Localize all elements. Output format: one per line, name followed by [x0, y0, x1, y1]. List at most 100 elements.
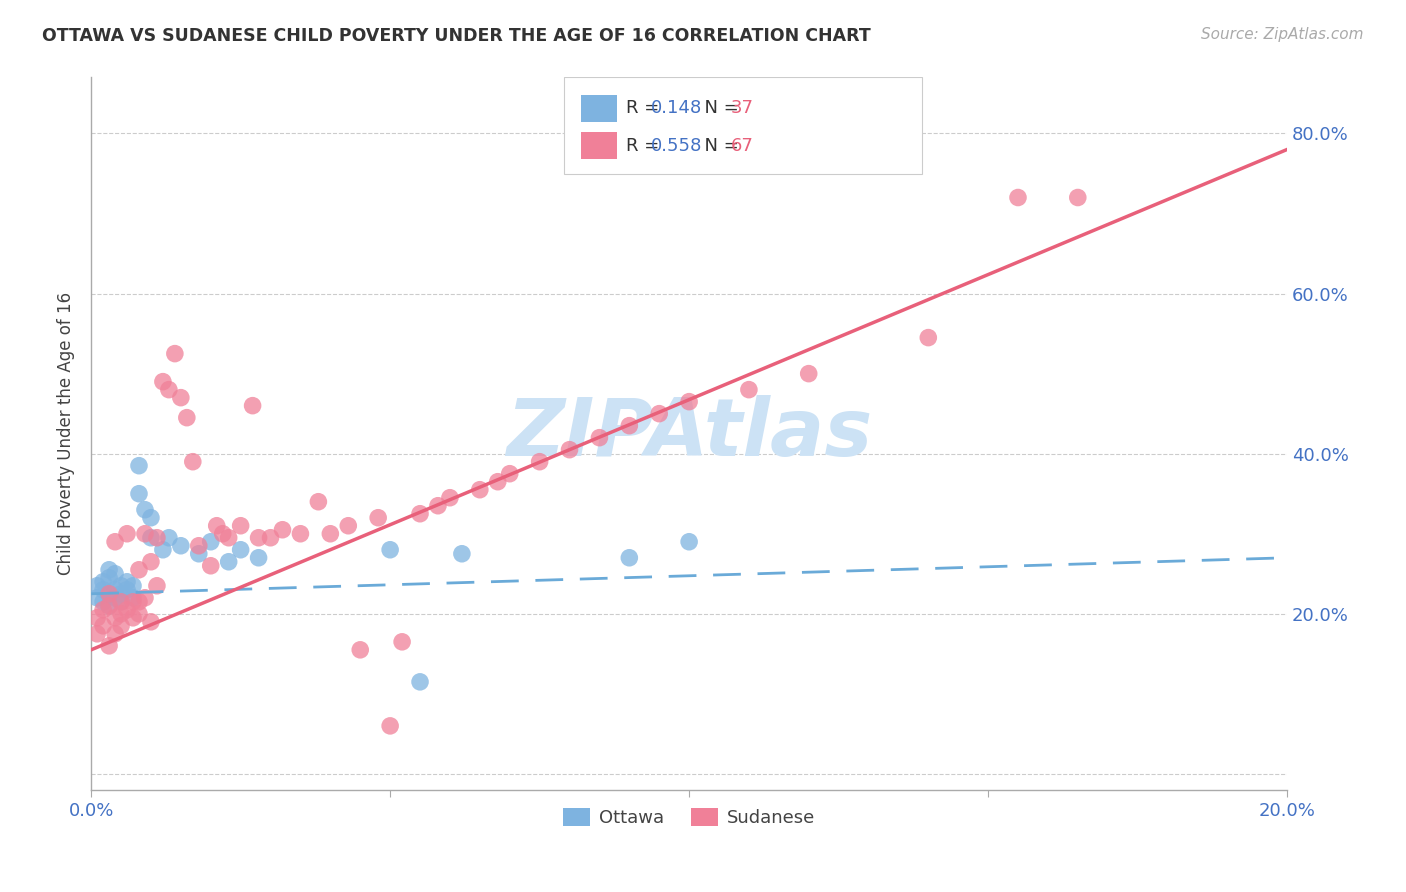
Point — [439, 491, 461, 505]
Point — [181, 455, 204, 469]
Text: 0.148: 0.148 — [651, 99, 702, 117]
Point — [409, 674, 432, 689]
Point — [307, 494, 329, 508]
Point — [98, 563, 121, 577]
Text: R =: R = — [626, 136, 665, 155]
Text: R =: R = — [626, 99, 665, 117]
Point — [122, 611, 145, 625]
Text: 0.558: 0.558 — [651, 136, 702, 155]
Point — [259, 531, 281, 545]
Point — [1007, 190, 1029, 204]
Point — [91, 603, 114, 617]
Point — [122, 579, 145, 593]
Point — [152, 375, 174, 389]
Point — [205, 518, 228, 533]
Point — [367, 510, 389, 524]
Point — [86, 627, 108, 641]
Point — [128, 458, 150, 473]
Bar — [582, 95, 617, 121]
Point — [115, 603, 138, 617]
Point — [128, 486, 150, 500]
Point — [98, 599, 121, 613]
Point — [139, 615, 162, 629]
Point — [486, 475, 509, 489]
Point — [229, 518, 252, 533]
Text: 37: 37 — [731, 99, 754, 117]
Point — [98, 587, 121, 601]
Point — [98, 587, 121, 601]
Point — [529, 455, 551, 469]
Point — [146, 579, 169, 593]
Point — [91, 574, 114, 589]
Point — [170, 391, 193, 405]
Point — [122, 595, 145, 609]
Point — [134, 526, 156, 541]
Point — [678, 534, 700, 549]
Point — [104, 582, 127, 597]
Point — [468, 483, 491, 497]
Point — [98, 599, 121, 613]
Text: OTTAWA VS SUDANESE CHILD POVERTY UNDER THE AGE OF 16 CORRELATION CHART: OTTAWA VS SUDANESE CHILD POVERTY UNDER T… — [42, 27, 870, 45]
Point — [152, 542, 174, 557]
Point — [619, 550, 641, 565]
Point — [157, 531, 180, 545]
Point — [290, 526, 312, 541]
Point — [91, 595, 114, 609]
Point — [211, 526, 233, 541]
Point — [242, 399, 264, 413]
Point — [1067, 190, 1090, 204]
Point — [271, 523, 294, 537]
Point — [917, 330, 939, 344]
Point — [187, 539, 209, 553]
Point — [451, 547, 474, 561]
Point — [648, 407, 671, 421]
Point — [98, 571, 121, 585]
Point — [337, 518, 360, 533]
Point — [247, 550, 270, 565]
Point — [163, 346, 186, 360]
Point — [678, 394, 700, 409]
Point — [115, 582, 138, 597]
Point — [104, 611, 127, 625]
Point — [86, 611, 108, 625]
Point — [427, 499, 450, 513]
Point — [128, 595, 150, 609]
Point — [378, 719, 401, 733]
Point — [134, 502, 156, 516]
Point — [409, 507, 432, 521]
Point — [104, 591, 127, 605]
Point — [558, 442, 581, 457]
Point — [229, 542, 252, 557]
Point — [104, 534, 127, 549]
Point — [170, 539, 193, 553]
Point — [187, 547, 209, 561]
Point — [110, 595, 132, 609]
Point — [139, 555, 162, 569]
Point — [128, 563, 150, 577]
Text: ZIPAtlas: ZIPAtlas — [506, 394, 872, 473]
Point — [110, 595, 132, 609]
Point — [619, 418, 641, 433]
Point — [115, 526, 138, 541]
Point — [128, 607, 150, 621]
Point — [247, 531, 270, 545]
Point — [157, 383, 180, 397]
Point — [139, 531, 162, 545]
Point — [86, 579, 108, 593]
Point — [200, 534, 222, 549]
Point — [797, 367, 820, 381]
Point — [218, 555, 240, 569]
Point — [122, 591, 145, 605]
Point — [110, 579, 132, 593]
Point — [378, 542, 401, 557]
Point — [98, 639, 121, 653]
Text: Source: ZipAtlas.com: Source: ZipAtlas.com — [1201, 27, 1364, 42]
Point — [588, 431, 610, 445]
Point — [218, 531, 240, 545]
Point — [91, 619, 114, 633]
Point — [110, 607, 132, 621]
Text: N =: N = — [693, 99, 744, 117]
Y-axis label: Child Poverty Under the Age of 16: Child Poverty Under the Age of 16 — [58, 292, 75, 575]
Point — [176, 410, 198, 425]
Point — [499, 467, 522, 481]
